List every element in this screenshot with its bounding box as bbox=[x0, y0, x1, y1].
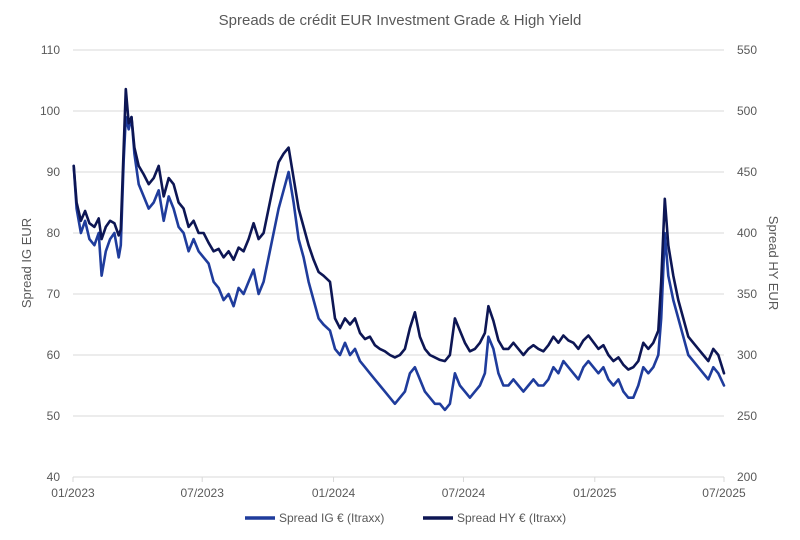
x-tick-label: 07/2025 bbox=[702, 486, 746, 500]
legend-label-hy: Spread HY € (Itraxx) bbox=[457, 511, 566, 525]
x-tick-label: 07/2024 bbox=[442, 486, 486, 500]
y2-tick-label: 300 bbox=[737, 348, 757, 362]
y-tick-label: 70 bbox=[47, 287, 61, 301]
x-tick-label: 01/2025 bbox=[573, 486, 617, 500]
y-tick-label: 110 bbox=[41, 43, 60, 57]
series-line-hy bbox=[72, 87, 726, 375]
y2-tick-label: 200 bbox=[737, 470, 757, 484]
y-tick-label: 100 bbox=[40, 104, 60, 118]
chart-title: Spreads de crédit EUR Investment Grade &… bbox=[219, 12, 582, 29]
y2-axis-title: Spread HY EUR bbox=[766, 216, 781, 310]
series-line-ig bbox=[72, 115, 726, 412]
x-tick-label: 07/2023 bbox=[181, 486, 225, 500]
y2-tick-label: 450 bbox=[737, 165, 757, 179]
y-tick-label: 80 bbox=[47, 226, 61, 240]
y-tick-label: 60 bbox=[47, 348, 61, 362]
legend: Spread IG € (Itraxx) Spread HY € (Itraxx… bbox=[245, 511, 566, 525]
y2-tick-label: 400 bbox=[737, 226, 757, 240]
y-axis-title: Spread IG EUR bbox=[19, 218, 34, 308]
y-tick-label: 50 bbox=[47, 409, 61, 423]
y2-tick-label: 350 bbox=[737, 287, 757, 301]
legend-label-ig: Spread IG € (Itraxx) bbox=[279, 511, 384, 525]
y-tick-label: 90 bbox=[47, 165, 61, 179]
x-tick-label: 01/2024 bbox=[312, 486, 356, 500]
y-tick-label: 40 bbox=[47, 470, 61, 484]
y2-tick-label: 550 bbox=[737, 43, 757, 57]
y2-tick-label: 500 bbox=[737, 104, 757, 118]
x-tick-label: 01/2023 bbox=[51, 486, 95, 500]
axes: 40 50 60 70 80 90 100 110 200 250 300 350 400 450 500 5… bbox=[40, 43, 757, 500]
y2-tick-label: 250 bbox=[737, 409, 757, 423]
series-lines bbox=[72, 87, 726, 412]
gridlines bbox=[73, 49, 724, 417]
